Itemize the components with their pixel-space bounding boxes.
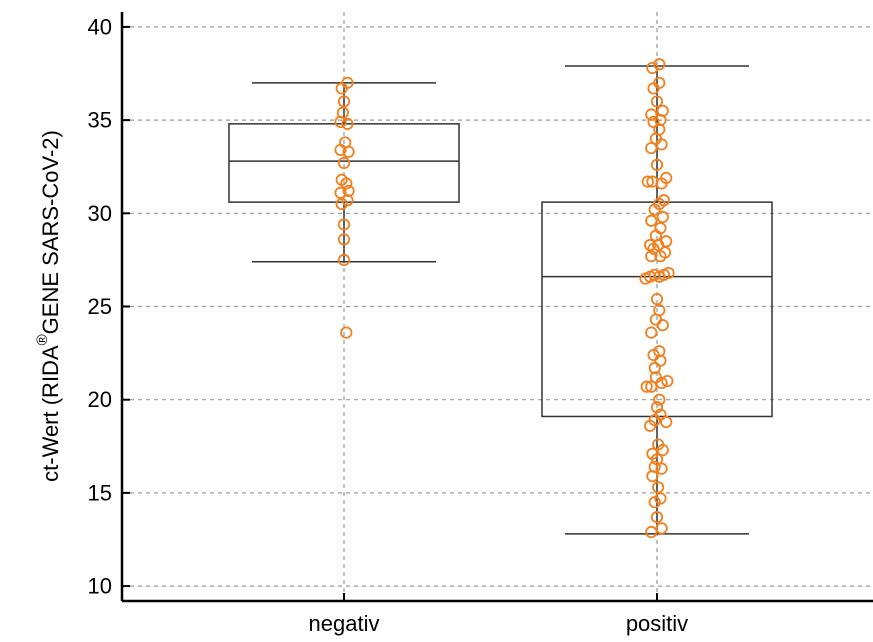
data-point xyxy=(341,117,354,130)
data-point xyxy=(653,304,666,317)
data-point xyxy=(660,235,673,248)
y-tick-label: 15 xyxy=(88,480,112,505)
data-point xyxy=(336,106,349,119)
data-point xyxy=(341,194,354,207)
data-point xyxy=(650,95,664,108)
data-point xyxy=(648,460,661,473)
data-point xyxy=(337,253,351,267)
data-point xyxy=(647,115,660,129)
y-tick-label: 10 xyxy=(88,574,112,599)
data-point xyxy=(645,214,658,227)
y-tick-label: 40 xyxy=(88,14,112,39)
data-point xyxy=(652,438,665,451)
data-point xyxy=(337,95,351,108)
data-point xyxy=(646,447,659,460)
data-point xyxy=(653,123,666,136)
data-point xyxy=(657,194,671,207)
data-point xyxy=(649,371,662,384)
data-point xyxy=(650,158,664,171)
y-tick-label: 20 xyxy=(88,387,112,412)
data-point xyxy=(660,415,673,429)
data-point xyxy=(655,462,668,475)
data-point xyxy=(656,210,669,224)
data-point xyxy=(652,481,665,494)
y-axis-label-sup: ® xyxy=(34,334,51,345)
grid-lines xyxy=(122,12,873,601)
x-tick-labels: negativ positiv xyxy=(309,611,689,636)
data-point xyxy=(653,58,666,71)
data-point xyxy=(662,266,675,280)
y-axis-label: ct-Wert (RIDA®GENE SARS-CoV-2) xyxy=(34,130,63,482)
data-point xyxy=(646,61,659,75)
data-point xyxy=(337,218,351,231)
data-point xyxy=(660,171,673,184)
x-tick-label: positiv xyxy=(626,611,688,636)
data-point xyxy=(656,104,669,117)
data-point xyxy=(654,408,667,421)
y-tick-label: 25 xyxy=(88,294,112,319)
box-iqr xyxy=(228,123,460,203)
data-point xyxy=(342,184,355,198)
data-point xyxy=(340,326,353,339)
data-point xyxy=(650,292,664,306)
data-point xyxy=(337,233,351,246)
data-point xyxy=(650,401,664,414)
data-point xyxy=(645,326,658,339)
y-tick-label: 30 xyxy=(88,201,112,226)
data-point xyxy=(650,511,664,524)
data-point xyxy=(653,393,666,406)
y-tick-labels: 10 15 20 25 30 35 40 xyxy=(88,14,112,598)
data-point xyxy=(643,238,657,252)
data-point xyxy=(661,374,674,388)
data-point xyxy=(653,76,666,89)
y-tick-label: 35 xyxy=(88,108,112,133)
y-axis-label-main: ct-Wert (RIDA xyxy=(38,345,63,482)
data-point xyxy=(641,175,654,188)
data-point xyxy=(645,108,658,121)
data-points xyxy=(334,58,675,539)
data-point xyxy=(648,361,661,375)
box-plots xyxy=(228,65,773,535)
data-point xyxy=(645,141,658,155)
axes xyxy=(120,12,873,603)
data-point xyxy=(341,76,354,89)
y-axis-label-rest: GENE SARS-CoV-2) xyxy=(38,130,63,334)
data-point xyxy=(339,136,352,149)
data-point xyxy=(645,380,658,393)
data-point xyxy=(653,345,666,358)
data-point xyxy=(645,525,658,539)
data-point xyxy=(334,186,347,199)
data-point xyxy=(656,319,669,332)
data-point xyxy=(654,222,667,235)
data-point xyxy=(654,492,667,505)
data-point xyxy=(337,156,351,170)
x-tick-label: negativ xyxy=(309,611,380,636)
data-point xyxy=(640,380,653,393)
data-point xyxy=(335,173,348,186)
data-point xyxy=(655,522,668,535)
